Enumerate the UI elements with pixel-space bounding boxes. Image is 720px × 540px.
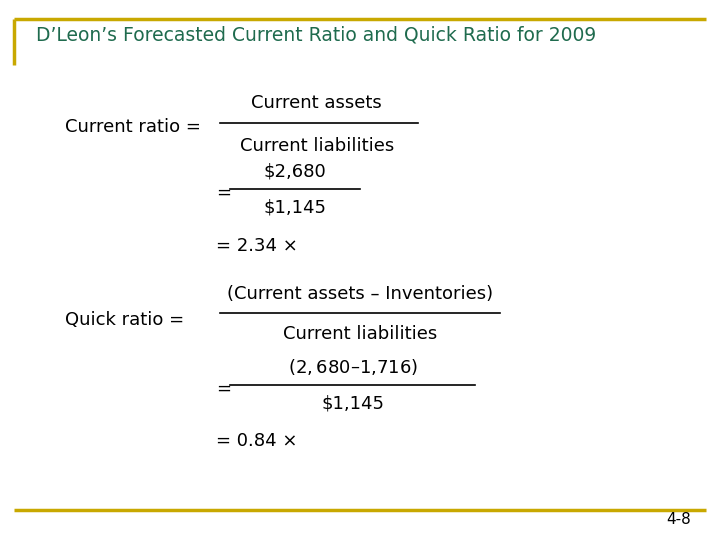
Text: Quick ratio =: Quick ratio =	[65, 311, 184, 329]
Text: D’Leon’s Forecasted Current Ratio and Quick Ratio for 2009: D’Leon’s Forecasted Current Ratio and Qu…	[36, 25, 596, 45]
Text: Current assets: Current assets	[251, 93, 382, 112]
Text: $2,680: $2,680	[264, 163, 327, 181]
Text: $1,145: $1,145	[264, 199, 327, 217]
Text: = 2.34 ×: = 2.34 ×	[216, 237, 298, 255]
Text: =: =	[216, 184, 231, 202]
Text: = 0.84 ×: = 0.84 ×	[216, 432, 297, 450]
Text: ($2,680 – $1,716): ($2,680 – $1,716)	[288, 357, 418, 377]
Text: Current liabilities: Current liabilities	[240, 137, 394, 155]
Text: Current ratio =: Current ratio =	[65, 118, 201, 136]
Text: $1,145: $1,145	[321, 394, 384, 413]
Text: Current liabilities: Current liabilities	[283, 325, 437, 343]
Text: (Current assets – Inventories): (Current assets – Inventories)	[227, 285, 493, 303]
Text: =: =	[216, 380, 231, 398]
Text: 4-8: 4-8	[667, 511, 691, 526]
